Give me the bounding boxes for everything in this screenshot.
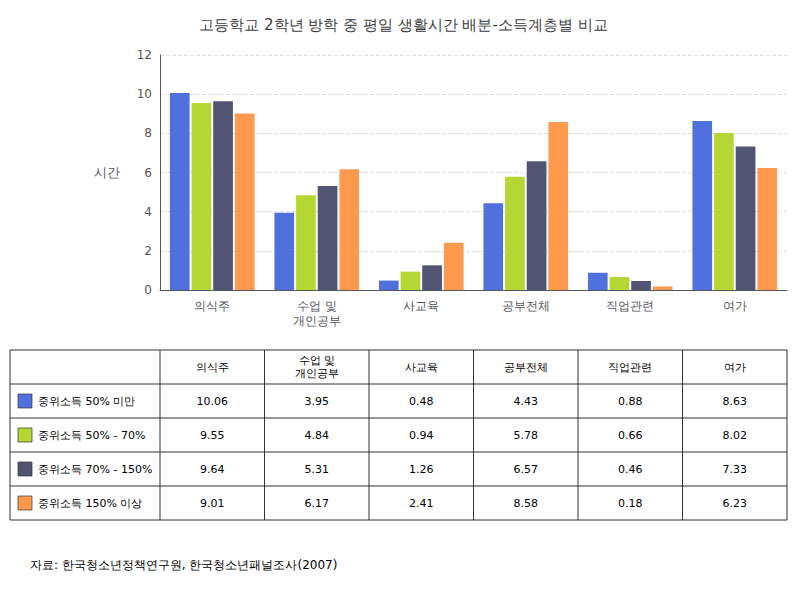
svg-text:9.64: 9.64 xyxy=(200,463,225,476)
svg-text:고등학교 2학년 방학 중 평일 생활시간 배분-소득계층별: 고등학교 2학년 방학 중 평일 생활시간 배분-소득계층별 비교 xyxy=(199,16,607,34)
svg-text:6.17: 6.17 xyxy=(305,497,330,510)
svg-text:개인공부: 개인공부 xyxy=(295,367,339,380)
svg-text:5.78: 5.78 xyxy=(514,429,539,442)
svg-text:0.66: 0.66 xyxy=(618,429,643,442)
svg-text:3.95: 3.95 xyxy=(305,395,330,408)
svg-text:0.46: 0.46 xyxy=(618,463,643,476)
svg-text:1.26: 1.26 xyxy=(409,463,434,476)
svg-text:수업 및: 수업 및 xyxy=(299,354,336,367)
svg-text:수업 및: 수업 및 xyxy=(297,299,337,313)
svg-text:0: 0 xyxy=(144,283,152,297)
svg-text:6.57: 6.57 xyxy=(514,463,539,476)
svg-text:4: 4 xyxy=(144,205,152,219)
svg-text:0.88: 0.88 xyxy=(618,395,643,408)
svg-text:9.01: 9.01 xyxy=(200,497,225,510)
svg-text:8.63: 8.63 xyxy=(723,395,748,408)
svg-text:10.06: 10.06 xyxy=(197,395,229,408)
svg-text:중위소득 50% 미만: 중위소득 50% 미만 xyxy=(38,395,135,408)
svg-text:중위소득 70% - 150%: 중위소득 70% - 150% xyxy=(38,463,152,476)
svg-text:0.48: 0.48 xyxy=(409,395,434,408)
svg-text:사교육: 사교육 xyxy=(403,299,439,313)
svg-text:6.23: 6.23 xyxy=(723,497,748,510)
svg-text:8.58: 8.58 xyxy=(514,497,539,510)
svg-text:8: 8 xyxy=(144,126,152,140)
svg-text:사교육: 사교육 xyxy=(405,361,438,374)
svg-text:10: 10 xyxy=(137,87,152,101)
svg-text:0.18: 0.18 xyxy=(618,497,643,510)
svg-text:2: 2 xyxy=(144,244,152,258)
svg-text:2.41: 2.41 xyxy=(409,497,434,510)
svg-text:6: 6 xyxy=(144,166,152,180)
svg-text:4.84: 4.84 xyxy=(305,429,330,442)
svg-text:중위소득 150% 이상: 중위소득 150% 이상 xyxy=(38,497,142,510)
svg-text:의식주: 의식주 xyxy=(196,361,229,374)
svg-text:여가: 여가 xyxy=(723,299,747,313)
svg-text:4.43: 4.43 xyxy=(514,395,539,408)
svg-text:9.55: 9.55 xyxy=(200,429,225,442)
svg-text:의식주: 의식주 xyxy=(194,299,230,313)
svg-text:여가: 여가 xyxy=(724,361,746,374)
svg-text:직업관련: 직업관련 xyxy=(606,299,654,313)
svg-text:8.02: 8.02 xyxy=(723,429,748,442)
svg-text:중위소득 50% - 70%: 중위소득 50% - 70% xyxy=(38,429,145,442)
svg-text:시간: 시간 xyxy=(94,165,120,180)
svg-text:12: 12 xyxy=(137,48,152,62)
svg-text:5.31: 5.31 xyxy=(305,463,330,476)
svg-text:0.94: 0.94 xyxy=(409,429,434,442)
svg-text:공부전체: 공부전체 xyxy=(502,299,550,313)
svg-text:7.33: 7.33 xyxy=(723,463,748,476)
svg-text:직업관련: 직업관련 xyxy=(608,361,652,374)
svg-text:공부전체: 공부전체 xyxy=(504,361,548,374)
svg-text:자료: 한국청소년정책연구원, 한국청소년패널조사(2007: 자료: 한국청소년정책연구원, 한국청소년패널조사(2007) xyxy=(30,558,337,572)
svg-text:개인공부: 개인공부 xyxy=(293,314,341,328)
